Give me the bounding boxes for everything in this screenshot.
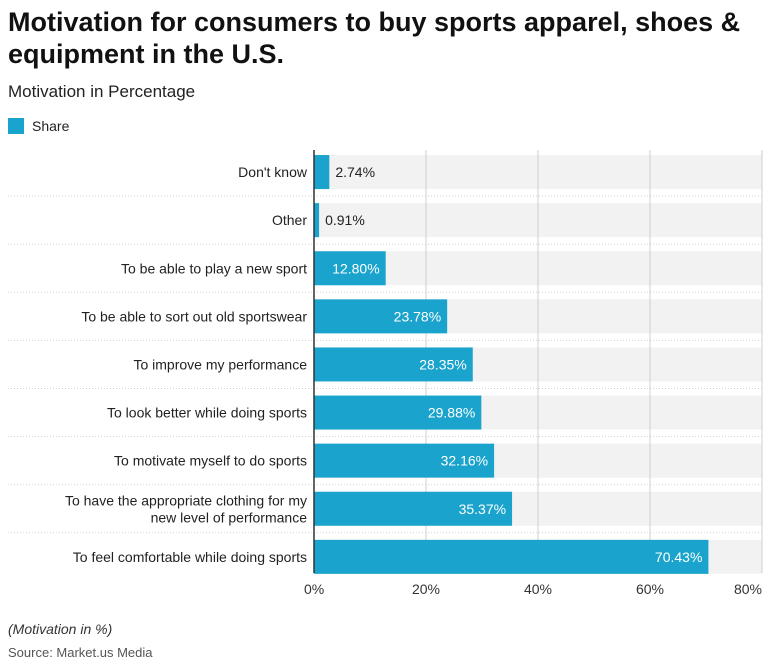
category-label: To motivate myself to do sports [114, 453, 307, 469]
bar [314, 491, 513, 526]
category-label: To be able to play a new sport [121, 260, 307, 276]
data-label: 12.80% [332, 260, 379, 276]
data-label: 29.88% [428, 405, 475, 421]
category-label: To feel comfortable while doing sports [73, 549, 307, 565]
category-label: Other [272, 212, 307, 228]
bar [314, 395, 482, 430]
data-label: 32.16% [441, 453, 488, 469]
bar [314, 539, 709, 574]
bar [314, 347, 473, 382]
category-label: To be able to sort out old sportswear [81, 308, 307, 324]
x-tick-label: 20% [412, 581, 440, 597]
data-label: 70.43% [655, 549, 702, 565]
bar [314, 251, 386, 286]
legend: Share [8, 118, 69, 134]
data-label: 23.78% [394, 308, 441, 324]
data-label: 35.37% [459, 501, 506, 517]
chart-title: Motivation for consumers to buy sports a… [8, 7, 741, 69]
category-label: To improve my performance [133, 356, 307, 372]
category-label: To have the appropriate clothing for my n… [65, 492, 307, 525]
data-label: 2.74% [335, 164, 375, 180]
data-label: 28.35% [419, 356, 466, 372]
legend-label: Share [32, 118, 70, 134]
bar [314, 155, 330, 190]
x-tick-label: 40% [524, 581, 552, 597]
footnote: (Motivation in %) [8, 621, 113, 637]
bar [314, 443, 495, 478]
category-label: Don't know [238, 164, 308, 180]
x-tick-label: 80% [734, 581, 762, 597]
bar [314, 299, 448, 334]
x-tick-label: 60% [636, 581, 664, 597]
category-label: To look better while doing sports [107, 405, 307, 421]
x-tick-label: 0% [304, 581, 324, 597]
legend-swatch [8, 118, 24, 134]
bar [314, 203, 320, 238]
source-note: Source: Market.us Media [8, 645, 153, 660]
chart-subtitle: Motivation in Percentage [8, 82, 196, 101]
data-label: 0.91% [325, 212, 365, 228]
